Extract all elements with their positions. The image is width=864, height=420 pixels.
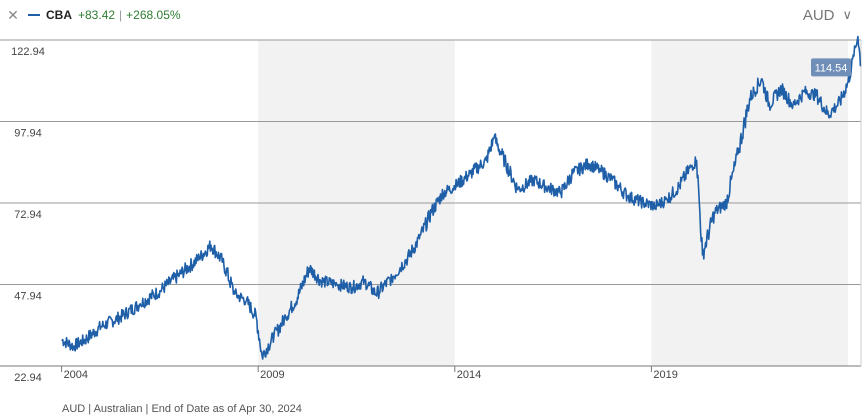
x-tick-label: 2019 <box>653 369 677 381</box>
footer-note: AUD | Australian | End of Date as of Apr… <box>62 403 302 415</box>
y-tick-label: 122.94 <box>11 46 45 58</box>
line-chart[interactable]: 122.94 97.94 72.94 47.94 22.94 2004 2009 2014 20… <box>0 0 864 400</box>
y-tick-label: 22.94 <box>14 372 42 384</box>
x-tick-label: 2014 <box>457 369 481 381</box>
currency-select[interactable]: AUD ∨ <box>803 4 852 26</box>
ticker-label: CBA <box>46 8 72 22</box>
chart-area[interactable]: 122.94 97.94 72.94 47.94 22.94 2004 2009 2014 20… <box>0 0 864 400</box>
close-icon[interactable]: ✕ <box>7 7 19 23</box>
separator: | <box>119 8 123 22</box>
legend-bar: ✕ CBA +83.42 | +268.05% <box>6 4 181 26</box>
last-value-badge <box>811 58 851 77</box>
chevron-down-icon: ∨ <box>842 7 852 22</box>
series-swatch <box>28 14 40 16</box>
y-tick-label: 72.94 <box>14 209 42 221</box>
y-tick-label: 47.94 <box>14 291 42 303</box>
x-tick-label: 2009 <box>260 369 284 381</box>
change-percent: +268.05% <box>126 8 181 22</box>
currency-value: AUD <box>802 6 835 24</box>
y-tick-label: 97.94 <box>14 128 42 140</box>
last-value-label: 114.54 <box>815 62 848 74</box>
change-absolute: +83.42 <box>78 8 116 22</box>
series-line-cba[interactable] <box>61 35 862 360</box>
x-tick-label: 2004 <box>64 369 88 381</box>
